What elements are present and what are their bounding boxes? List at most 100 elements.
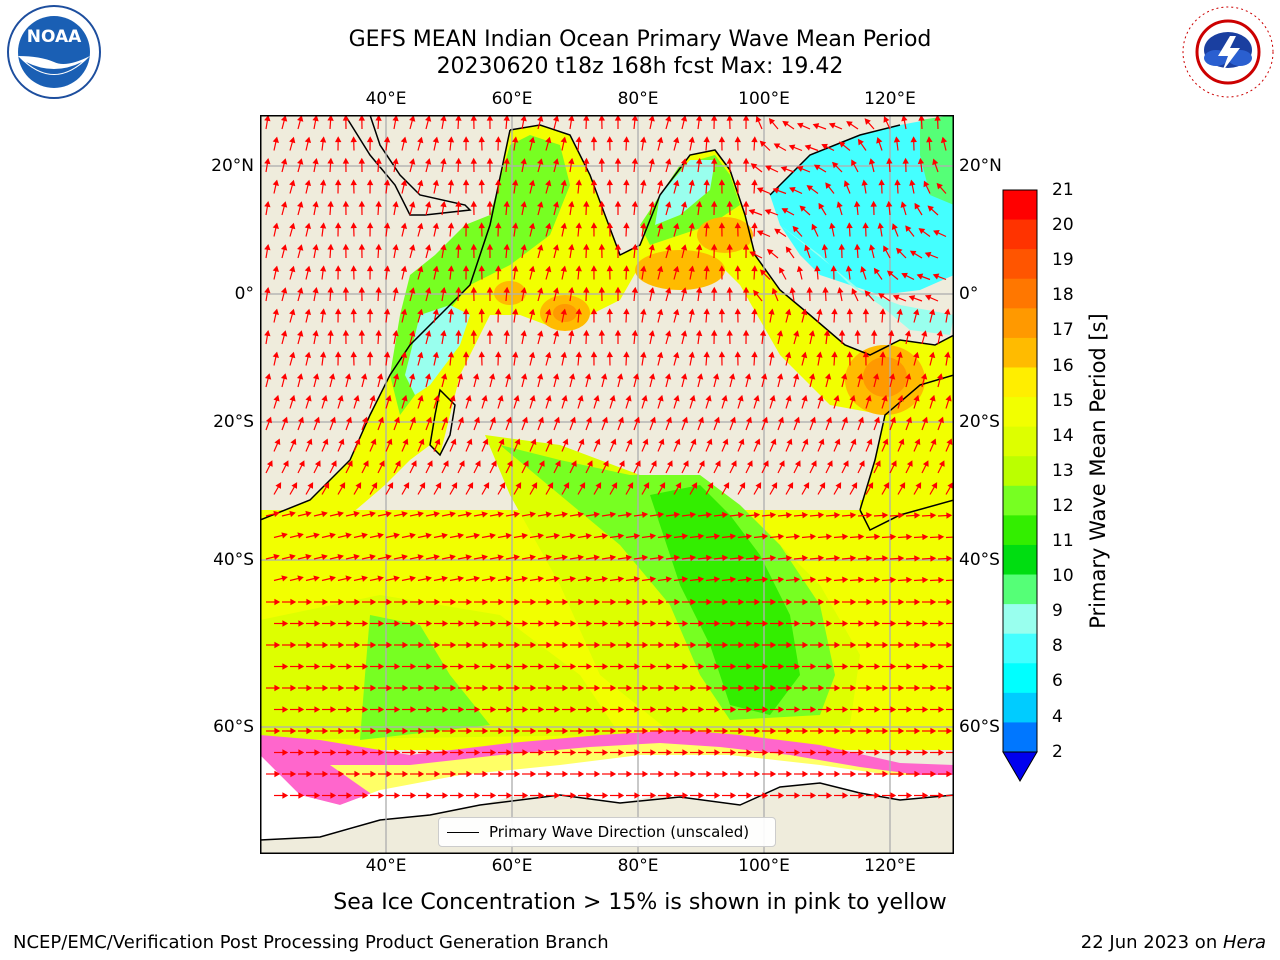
wave-direction-arrowhead bbox=[495, 222, 502, 229]
wave-direction-arrowhead bbox=[280, 201, 288, 208]
wave-direction-arrowhead bbox=[802, 598, 809, 606]
wave-direction-arrowhead bbox=[714, 620, 721, 627]
wave-direction-arrowhead bbox=[879, 351, 886, 358]
wave-direction-arrowhead bbox=[618, 460, 625, 467]
wave-direction-arrowhead bbox=[616, 373, 624, 380]
wave-direction-arrowhead bbox=[682, 460, 689, 467]
wave-direction-arrowhead bbox=[319, 222, 327, 229]
wave-direction-arrowhead bbox=[682, 663, 689, 670]
wave-direction-arrowhead bbox=[819, 482, 826, 489]
wave-direction-arrowhead bbox=[618, 706, 625, 713]
wave-direction-arrowhead bbox=[882, 598, 889, 606]
wave-direction-arrowhead bbox=[350, 351, 357, 358]
wave-direction-arrowhead bbox=[802, 727, 809, 735]
wave-direction-arrowhead bbox=[682, 792, 689, 799]
wave-direction-arrowhead bbox=[503, 200, 510, 207]
wave-direction-arrowhead bbox=[601, 416, 608, 424]
wave-direction-arrowhead bbox=[723, 482, 730, 489]
wave-direction-arrowhead bbox=[742, 243, 750, 250]
wave-direction-arrowhead bbox=[400, 222, 408, 230]
wave-direction-arrowhead bbox=[738, 727, 745, 735]
colorbar-segment bbox=[1003, 633, 1037, 664]
wave-direction-arrowhead bbox=[378, 460, 385, 467]
wave-direction-arrowhead bbox=[825, 416, 832, 424]
wave-direction-arrowhead bbox=[409, 575, 416, 582]
wave-direction-arrowhead bbox=[856, 373, 864, 380]
wave-direction-arrowhead bbox=[402, 770, 409, 778]
wave-direction-arrowhead bbox=[936, 182, 943, 190]
wave-direction-arrowhead bbox=[552, 115, 560, 122]
wave-direction-arrowhead bbox=[560, 222, 567, 229]
colorbar-segment bbox=[1003, 308, 1037, 339]
wave-direction-arrowhead bbox=[914, 641, 921, 649]
wave-direction-arrowhead bbox=[466, 598, 473, 606]
wave-direction-arrowhead bbox=[610, 684, 617, 692]
wave-direction-arrowhead bbox=[738, 641, 745, 649]
wave-direction-arrowhead bbox=[462, 265, 470, 272]
wave-direction-arrowhead bbox=[751, 179, 758, 186]
wave-direction-arrowhead bbox=[553, 575, 561, 583]
wave-direction-arrowhead bbox=[370, 641, 377, 649]
wave-direction-arrowhead bbox=[562, 598, 569, 606]
colorbar-tick-label: 17 bbox=[1052, 320, 1074, 341]
lon-tick-bottom-80e: 80°E bbox=[617, 856, 659, 876]
wave-direction-arrowhead bbox=[306, 641, 313, 649]
wave-direction-arrowhead bbox=[793, 330, 800, 337]
wave-direction-arrowhead bbox=[490, 792, 497, 799]
wave-direction-arrowhead bbox=[898, 512, 905, 519]
wave-direction-arrowhead bbox=[304, 136, 312, 144]
lon-tick-top-120e: 120°E bbox=[864, 89, 916, 109]
wave-direction-arrowhead bbox=[898, 641, 905, 649]
wave-direction-arrowhead bbox=[944, 308, 951, 315]
wave-direction-arrowhead bbox=[506, 460, 513, 467]
wave-direction-arrowhead bbox=[585, 576, 593, 583]
wave-direction-arrowhead bbox=[467, 482, 474, 489]
wave-direction-arrowhead bbox=[578, 770, 585, 778]
wave-direction-arrowhead bbox=[681, 576, 689, 583]
wave-direction-arrowhead bbox=[466, 684, 473, 692]
wave-direction-arrowhead bbox=[482, 770, 489, 778]
wave-direction-arrowhead bbox=[545, 265, 552, 273]
wave-direction-arrowhead bbox=[354, 770, 361, 778]
wave-direction-arrowhead bbox=[537, 287, 544, 294]
wave-direction-arrowhead bbox=[648, 373, 656, 380]
wave-direction-arrowhead bbox=[329, 575, 336, 582]
colorbar-extend-triangle bbox=[1002, 751, 1038, 782]
wave-direction-arrowhead bbox=[832, 161, 839, 169]
wave-direction-arrowhead bbox=[850, 555, 857, 562]
wave-direction-arrowhead bbox=[625, 394, 632, 402]
wave-direction-arrowhead bbox=[811, 223, 818, 231]
wave-direction-arrowhead bbox=[673, 222, 680, 230]
wave-direction-arrowhead bbox=[778, 706, 785, 713]
wave-direction-arrowhead bbox=[449, 394, 456, 402]
wave-direction-arrowhead bbox=[770, 684, 777, 692]
wave-direction-arrowhead bbox=[585, 416, 592, 424]
map-legend: Primary Wave Direction (unscaled) bbox=[438, 817, 776, 847]
wave-direction-arrowhead bbox=[375, 157, 382, 164]
wave-direction-arrowhead bbox=[924, 251, 932, 258]
wave-direction-arrowhead bbox=[338, 684, 345, 692]
wave-direction-arrowhead bbox=[726, 286, 733, 293]
wave-direction-arrowhead bbox=[609, 394, 616, 402]
wave-direction-arrowhead bbox=[362, 663, 369, 670]
wave-direction-arrowhead bbox=[290, 684, 297, 692]
lat-tick-left-20s: 20°S bbox=[213, 412, 254, 432]
wave-direction-arrowhead bbox=[843, 180, 850, 187]
wave-direction-arrowhead bbox=[314, 663, 321, 670]
wave-direction-arrowhead bbox=[773, 143, 781, 150]
wave-direction-arrowhead bbox=[946, 684, 953, 692]
wave-direction-arrowhead bbox=[274, 770, 281, 778]
wave-direction-arrowhead bbox=[938, 533, 945, 541]
wave-direction-arrowhead bbox=[383, 351, 391, 358]
wave-direction-arrowhead bbox=[489, 416, 496, 424]
wave-direction-arrowhead bbox=[575, 179, 582, 186]
wave-direction-arrowhead bbox=[440, 115, 447, 122]
colorbar-segment bbox=[1003, 574, 1037, 605]
wave-direction-arrowhead bbox=[537, 575, 545, 583]
wave-direction-arrowhead bbox=[322, 598, 329, 606]
wave-direction-arrowhead bbox=[837, 286, 844, 294]
wave-direction-arrowhead bbox=[497, 394, 504, 402]
wave-direction-arrowhead bbox=[922, 663, 929, 670]
wave-direction-arrowhead bbox=[441, 416, 448, 424]
wave-direction-arrowhead bbox=[874, 620, 881, 627]
